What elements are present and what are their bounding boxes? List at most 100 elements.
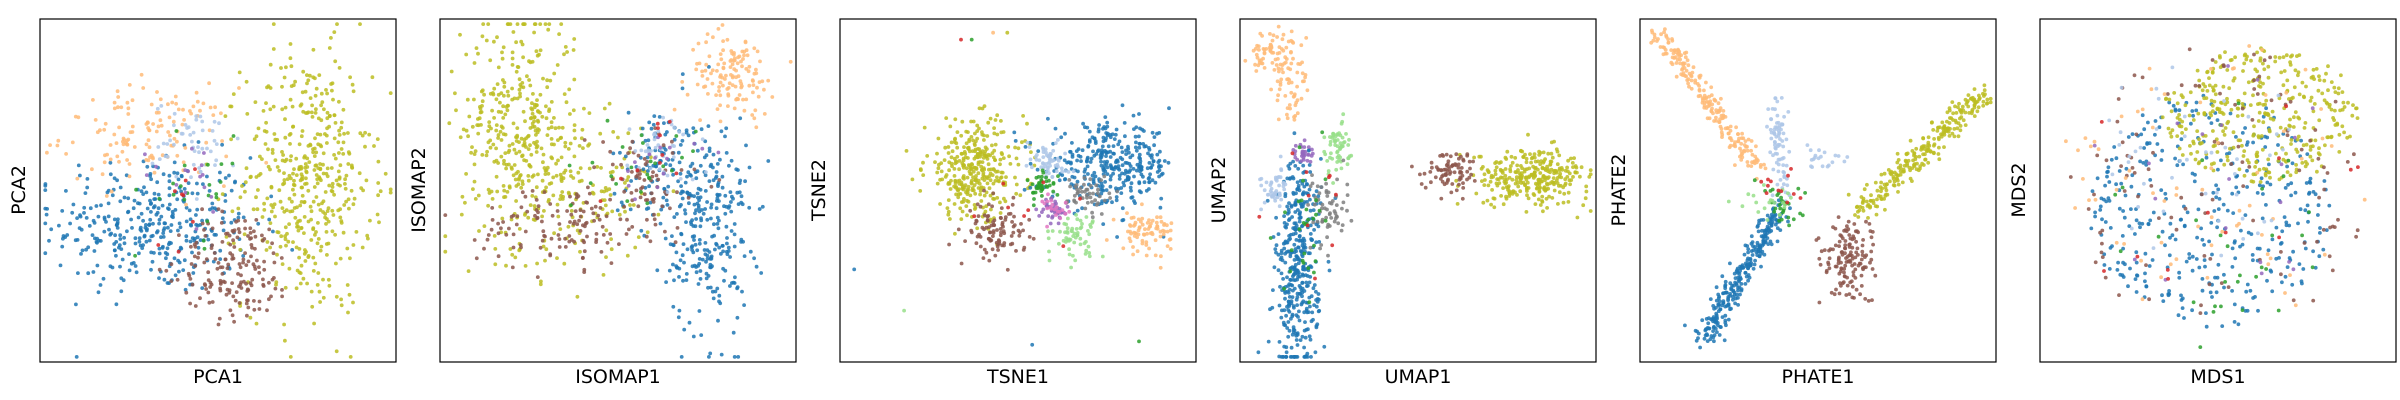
isomap-point-1047 xyxy=(536,204,541,209)
pca-point-1215 xyxy=(181,193,186,198)
pca-point-627 xyxy=(375,212,380,217)
umap-point-1059 xyxy=(1319,243,1324,247)
phate-point-125 xyxy=(1751,266,1756,271)
tsne-point-73 xyxy=(981,173,986,178)
isomap-point-345 xyxy=(502,80,507,85)
isomap-point-916 xyxy=(754,67,758,72)
pca-point-404 xyxy=(102,160,107,165)
isomap-point-1240 xyxy=(645,172,650,177)
umap-point-1048 xyxy=(1326,190,1331,195)
pca-point-991 xyxy=(229,104,234,109)
isomap-point-473 xyxy=(656,212,661,217)
tsne-point-597 xyxy=(1101,139,1106,144)
pca-point-399 xyxy=(112,106,117,111)
isomap-point-1137 xyxy=(630,139,635,144)
umap-point-273 xyxy=(1283,296,1287,301)
isomap-point-1130 xyxy=(622,189,627,194)
pca-point-1181 xyxy=(182,163,187,168)
pca-point-298 xyxy=(256,221,261,226)
pca-point-445 xyxy=(213,105,218,110)
phate-point-166 xyxy=(1726,298,1730,303)
isomap-point-883 xyxy=(756,94,761,99)
pca-point-748 xyxy=(310,103,314,108)
isomap-point-29 xyxy=(463,200,467,205)
tsne-point-592 xyxy=(1103,115,1108,119)
tsne-point-388 xyxy=(1104,154,1108,159)
isomap-point-117 xyxy=(485,149,489,154)
umap-point-888 xyxy=(1292,117,1297,122)
pca-point-722 xyxy=(286,239,291,244)
isomap-point-358 xyxy=(572,123,577,127)
tsne-point-726 xyxy=(947,242,951,247)
umap-point-75 xyxy=(1303,320,1307,324)
pca-point-290 xyxy=(182,258,187,263)
umap-point-723 xyxy=(1429,180,1433,185)
umap-point-218 xyxy=(1296,315,1300,319)
isomap-point-884 xyxy=(722,61,727,66)
tsne-point-788 xyxy=(1131,252,1135,257)
pca-point-164 xyxy=(127,268,132,273)
umap-point-653 xyxy=(1536,197,1541,202)
isomap-point-128 xyxy=(500,216,505,221)
umap-point-874 xyxy=(1276,93,1280,98)
tsne-point-537 xyxy=(1076,153,1081,158)
umap-point-184 xyxy=(1300,280,1305,285)
pca-point-116 xyxy=(98,283,103,287)
pca-point-121 xyxy=(126,196,131,201)
isomap-point-1171 xyxy=(661,143,666,148)
pca-point-929 xyxy=(326,277,331,282)
tsne-point-447 xyxy=(1036,149,1041,154)
pca-point-449 xyxy=(45,150,49,155)
pca-point-1207 xyxy=(202,185,207,190)
pca-point-782 xyxy=(254,321,259,326)
isomap-point-1267 xyxy=(716,150,721,155)
umap-point-207 xyxy=(1304,306,1309,311)
pca-point-1078 xyxy=(267,280,271,285)
pca-point-486 xyxy=(141,86,146,90)
pca-point-105 xyxy=(206,237,211,242)
pca-point-706 xyxy=(321,277,325,282)
tsne-point-265 xyxy=(971,188,976,193)
tsne-point-321 xyxy=(946,182,951,186)
isomap-point-119 xyxy=(499,124,504,129)
isomap-point-568 xyxy=(699,127,704,132)
isomap-point-1083 xyxy=(499,226,503,231)
pca-point-1082 xyxy=(204,287,209,291)
umap-point-847 xyxy=(1278,62,1283,67)
isomap-point-108 xyxy=(545,85,550,90)
pca-point-1141 xyxy=(251,262,256,267)
pca-point-512 xyxy=(168,138,173,143)
isomap-point-833 xyxy=(641,167,646,172)
phate-point-0 xyxy=(1714,285,1719,290)
tsne-point-976 xyxy=(1051,158,1056,163)
pca-point-1165 xyxy=(261,282,266,287)
umap-point-729 xyxy=(1439,196,1444,201)
umap-point-282 xyxy=(1326,259,1331,264)
pca-point-803 xyxy=(318,143,323,148)
isomap-point-560 xyxy=(732,232,737,237)
umap-point-684 xyxy=(1588,172,1593,177)
isomap-point-809 xyxy=(666,184,671,189)
isomap-scatter-points xyxy=(443,22,793,359)
pca-point-1056 xyxy=(216,207,221,212)
isomap-point-110 xyxy=(515,22,520,26)
isomap-point-366 xyxy=(563,140,568,145)
isomap-point-178 xyxy=(511,173,516,178)
pca-point-899 xyxy=(292,178,296,183)
pca-point-725 xyxy=(294,286,299,291)
isomap-point-409 xyxy=(568,169,573,174)
pca-point-1007 xyxy=(245,313,249,318)
isomap-point-109 xyxy=(500,50,504,55)
isomap-point-149 xyxy=(499,138,504,142)
umap-point-704 xyxy=(1465,169,1470,174)
isomap-point-830 xyxy=(654,164,658,169)
umap-point-884 xyxy=(1277,87,1282,92)
pca-point-831 xyxy=(284,208,289,213)
pca-point-1139 xyxy=(235,235,240,240)
pca-point-271 xyxy=(195,235,200,240)
pca-point-933 xyxy=(330,88,334,93)
tsne-point-844 xyxy=(1145,221,1150,225)
pca-point-1200 xyxy=(143,152,147,157)
pca-point-115 xyxy=(267,217,272,222)
isomap-point-844 xyxy=(686,170,691,175)
